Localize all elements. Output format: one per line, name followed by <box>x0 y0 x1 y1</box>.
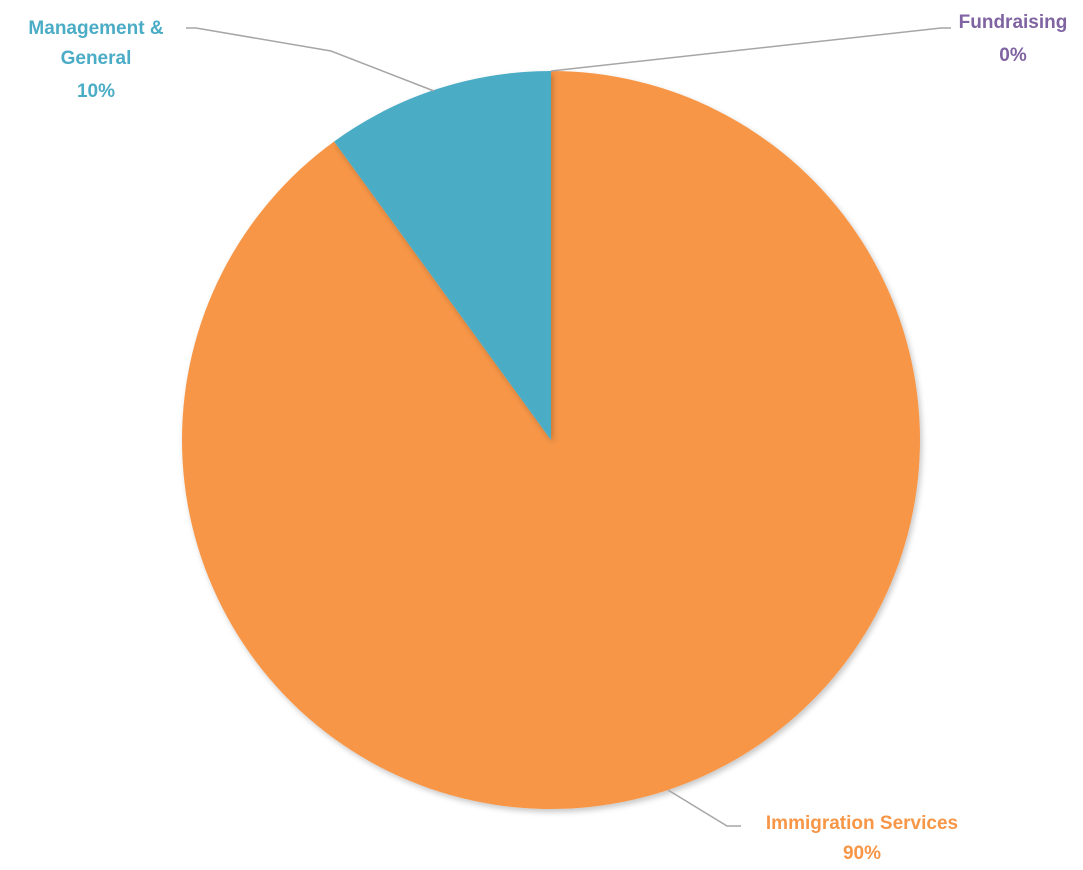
data-label-value-management-general: 10% <box>77 81 115 102</box>
data-label-category-immigration-services: Immigration Services <box>766 813 958 834</box>
slice-management-general <box>334 71 551 440</box>
leader-line-management-general <box>186 27 435 92</box>
data-label-management-general: Management & General 10% <box>28 18 163 102</box>
data-label-value-fundraising: 0% <box>999 45 1027 66</box>
data-label-category-management-general: General <box>61 48 132 69</box>
leader-lines-layer <box>186 27 951 827</box>
data-label-value-immigration-services: 90% <box>843 843 881 864</box>
slice-immigration-services <box>181 71 920 809</box>
data-label-category-fundraising: Fundraising <box>959 12 1068 33</box>
leader-line-immigration-services <box>667 789 741 827</box>
data-labels-layer: Immigration Services 90% Management & Gener… <box>28 12 1067 864</box>
data-label-fundraising: Fundraising 0% <box>959 12 1068 66</box>
slices-layer <box>181 71 920 809</box>
data-label-immigration-services: Immigration Services 90% <box>766 813 958 864</box>
leader-line-fundraising <box>550 27 951 72</box>
data-label-category-management-general: Management & <box>28 18 163 39</box>
